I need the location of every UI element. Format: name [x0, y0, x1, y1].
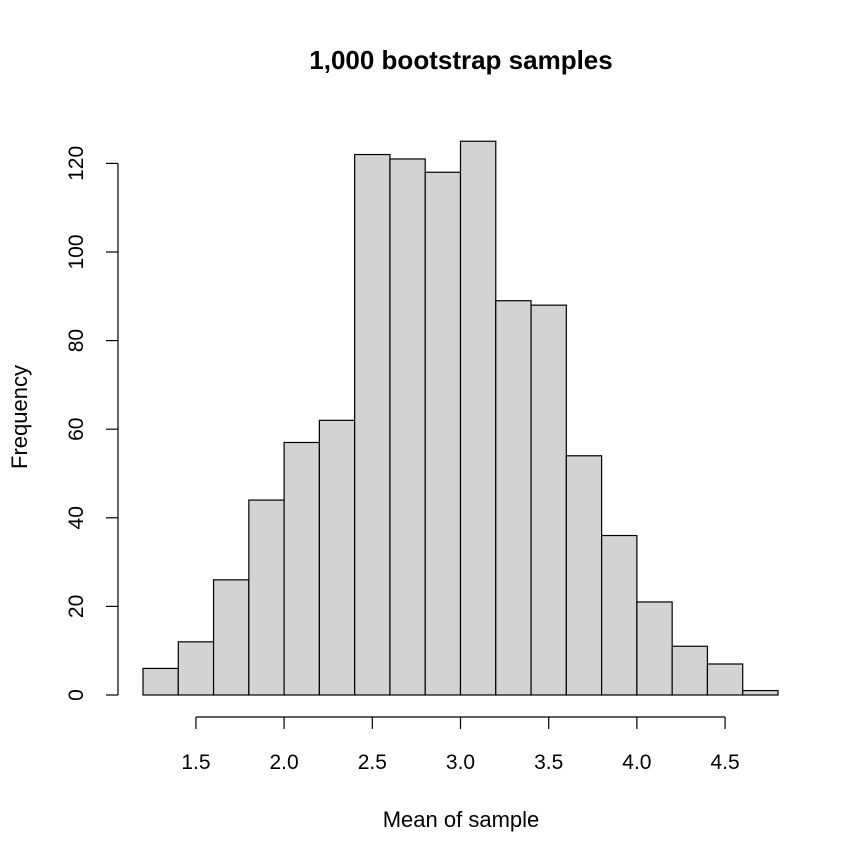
histogram-bar — [459, 140, 497, 696]
x-axis: 1.5 2.0 2.5 3.0 3.5 4.0 4.5 — [181, 716, 740, 774]
bars-group — [142, 140, 779, 696]
histogram-bar — [565, 455, 603, 696]
y-tick-label: 60 — [65, 418, 88, 441]
chart-title: 1,000 bootstrap samples — [309, 45, 612, 75]
x-tick-label: 2.0 — [270, 751, 299, 774]
histogram-bar — [424, 171, 462, 696]
histogram-bar — [283, 441, 320, 696]
x-tick-label: 3.5 — [534, 751, 563, 774]
histogram-bar — [389, 158, 426, 696]
x-tick-label: 4.0 — [622, 751, 651, 774]
y-tick-label: 80 — [65, 329, 88, 352]
histogram-bar — [601, 534, 638, 696]
y-tick-label: 20 — [65, 595, 88, 618]
histogram-bar — [530, 304, 567, 696]
x-tick-label: 1.5 — [181, 751, 210, 774]
histogram-bar — [212, 579, 250, 696]
histogram-bar — [495, 300, 532, 696]
x-tick-label: 3.0 — [446, 751, 475, 774]
y-tick-label: 40 — [65, 506, 88, 529]
histogram-bar — [636, 601, 673, 696]
x-tick-label: 4.5 — [710, 751, 739, 774]
histogram-bar — [177, 641, 215, 696]
x-axis-label: Mean of sample — [383, 807, 540, 832]
histogram-bar — [671, 645, 709, 696]
histogram-bar — [742, 689, 779, 696]
y-tick-label: 120 — [65, 146, 88, 181]
y-tick-label: 100 — [65, 234, 88, 269]
y-axis: 0 20 40 60 80 100 120 — [65, 146, 119, 701]
y-tick-label: 0 — [65, 689, 88, 701]
x-tick-label: 2.5 — [358, 751, 387, 774]
y-axis-label: Frequency — [7, 365, 32, 469]
histogram-bar — [318, 419, 356, 696]
histogram-bar — [354, 153, 391, 696]
histogram-bar — [142, 667, 179, 696]
histogram-bar — [706, 663, 744, 696]
histogram-bar — [248, 499, 285, 696]
